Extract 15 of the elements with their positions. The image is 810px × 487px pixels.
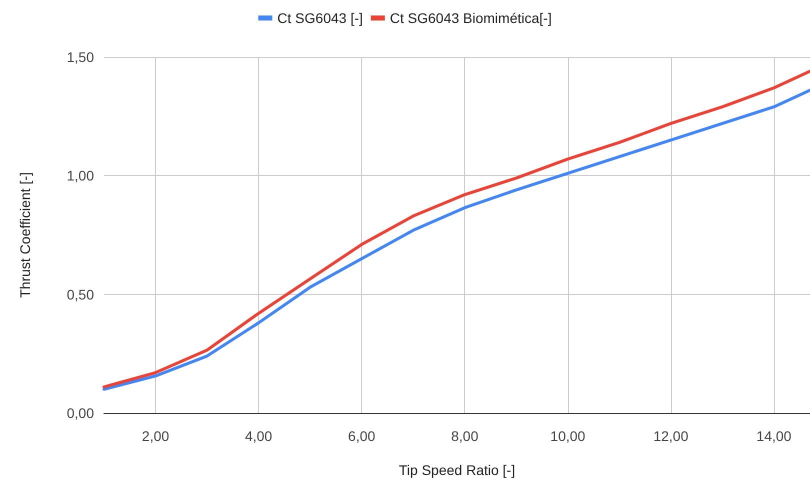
legend-label: Ct SG6043 [-] bbox=[277, 10, 363, 26]
legend-label: Ct SG6043 Biomimética[-] bbox=[390, 10, 552, 26]
y-tick-label: 1,00 bbox=[66, 168, 94, 184]
x-tick-label: 8,00 bbox=[451, 428, 479, 444]
y-tick-label: 0,50 bbox=[66, 286, 94, 302]
x-tick-label: 10,00 bbox=[550, 428, 586, 444]
x-axis-title: Tip Speed Ratio [-] bbox=[398, 462, 516, 478]
x-tick-label: 14,00 bbox=[756, 428, 792, 444]
x-tick-label: 4,00 bbox=[244, 428, 272, 444]
y-tick-label: 1,50 bbox=[66, 49, 94, 65]
y-tick-label: 0,00 bbox=[66, 405, 94, 421]
x-tick-label: 6,00 bbox=[348, 428, 376, 444]
x-tick-label: 12,00 bbox=[653, 428, 689, 444]
x-tick-label: 2,00 bbox=[142, 428, 170, 444]
y-axis-title: Thrust Coefficient [-] bbox=[17, 172, 33, 298]
